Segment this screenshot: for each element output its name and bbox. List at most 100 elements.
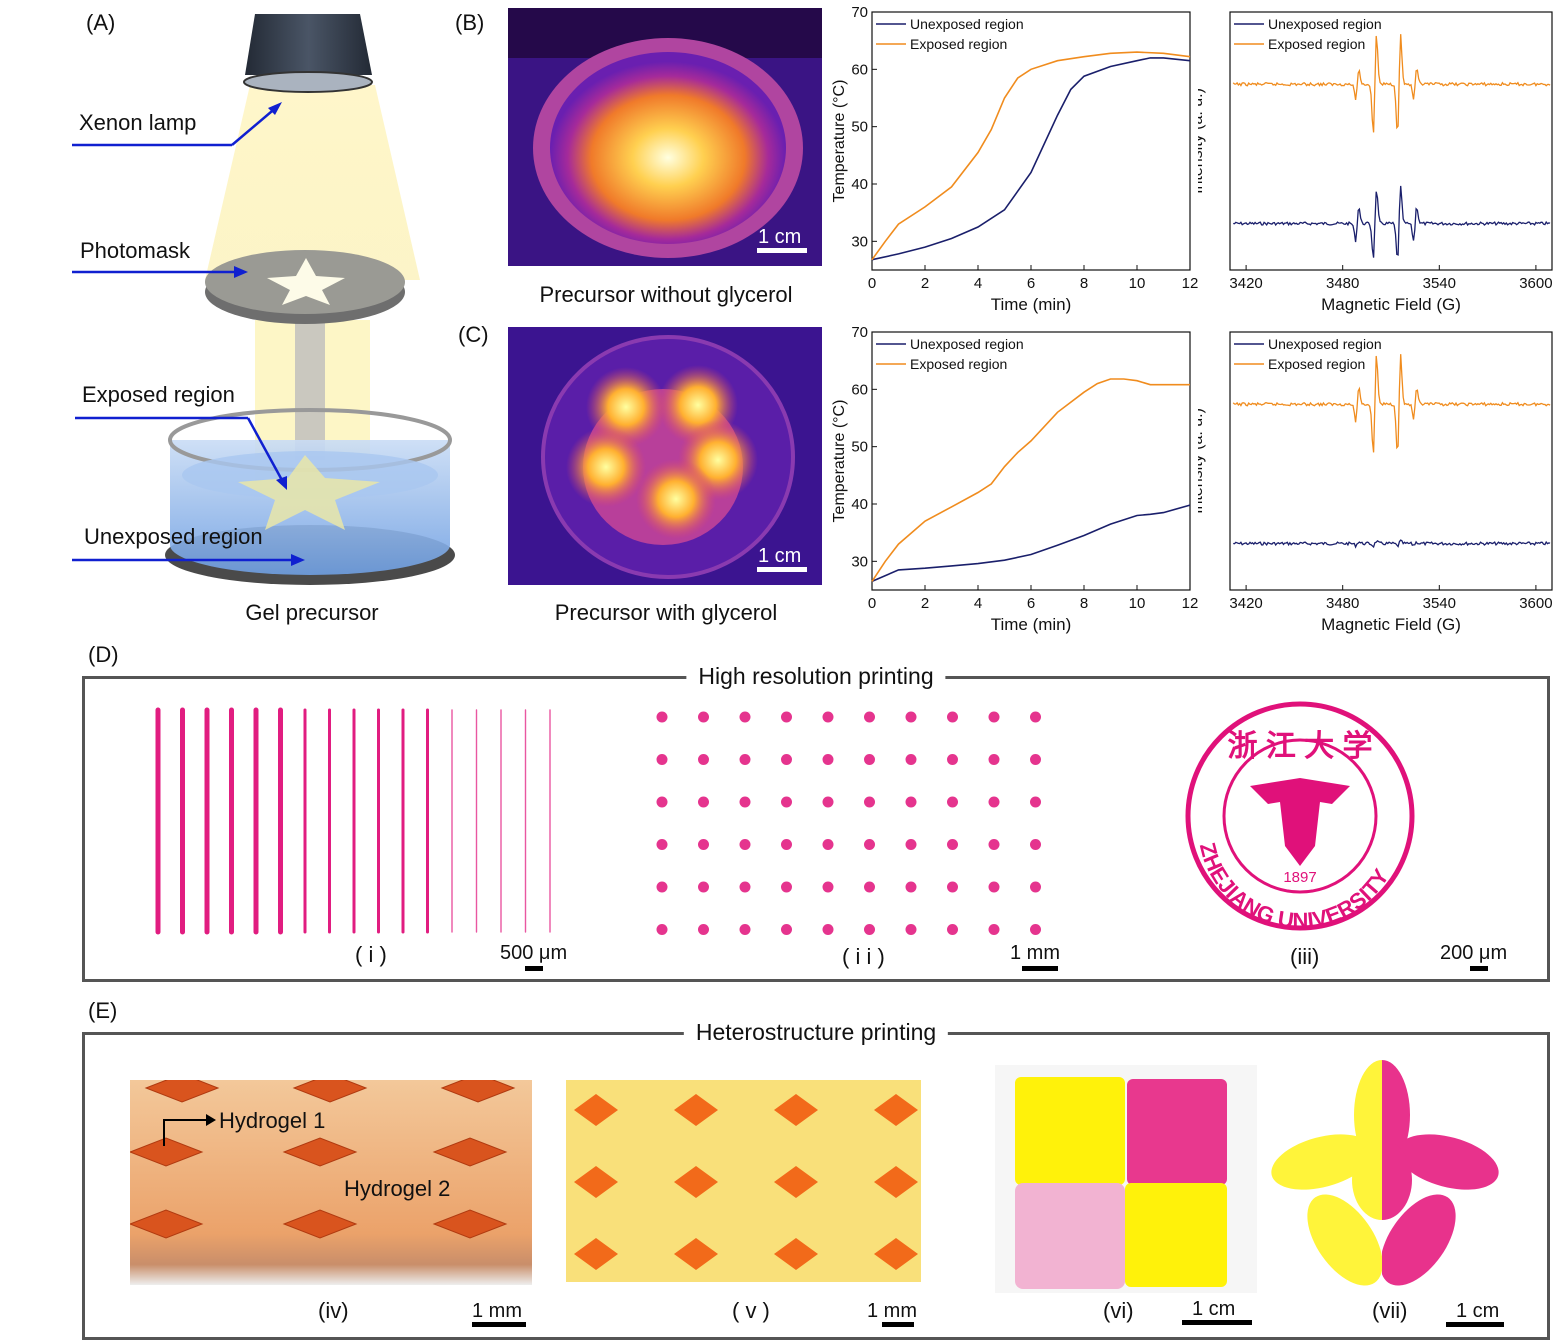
x-tick-label: 2	[921, 275, 929, 292]
printed-dot	[988, 924, 1000, 935]
label-photomask: Photomask	[80, 238, 191, 263]
hydrogel-diamond	[574, 1094, 618, 1126]
hydrogel-diamond	[574, 1166, 618, 1198]
scale-text-b: 1 cm	[758, 226, 802, 248]
printed-dot	[1030, 711, 1041, 723]
x-tick-label: 12	[1182, 275, 1199, 292]
label-hydrogel-1: Hydrogel 1	[219, 1108, 326, 1133]
seal-year: 1897	[1283, 869, 1316, 886]
legend-entry: Unexposed region	[910, 16, 1024, 32]
x-tick-label: 4	[974, 595, 982, 612]
printed-dot	[988, 881, 1000, 893]
photomask-star	[267, 258, 345, 305]
heterostructure-side-view	[130, 1080, 532, 1285]
scale-bar-vii	[1446, 1322, 1504, 1327]
hydrogel-diamond	[130, 1137, 204, 1167]
checkerboard-hydrogel	[995, 1065, 1257, 1293]
lamp-body	[245, 14, 372, 75]
label-unexposed-region: Unexposed region	[84, 524, 263, 549]
printed-dot	[864, 754, 875, 765]
scale-text-vi: 1 cm	[1192, 1298, 1236, 1320]
spectrum-exposed-region	[1232, 354, 1551, 453]
hydrogel-diamond	[432, 1137, 508, 1167]
x-tick-label: 3540	[1423, 595, 1456, 612]
caption-gel-precursor: Gel precursor	[245, 600, 379, 625]
hydrogel-diamond	[574, 1238, 618, 1270]
series-line-exposed-region	[871, 51, 1191, 261]
y-tick-label: 40	[851, 176, 868, 193]
printed-dot	[739, 796, 751, 808]
x-tick-label: 10	[1129, 595, 1146, 612]
printed-dot	[656, 924, 668, 935]
y-tick-label: 60	[851, 61, 868, 78]
hydrogel-diamond	[874, 1094, 918, 1126]
printed-dot	[947, 924, 958, 935]
scale-bar-i	[525, 966, 543, 971]
scale-text-v: 1 mm	[867, 1300, 917, 1322]
legend-entry: Exposed region	[1268, 36, 1365, 52]
y-axis-label: Intensity (a. u.)	[1198, 88, 1206, 194]
printed-dot	[739, 711, 751, 723]
hydrogel-diamond	[774, 1166, 818, 1198]
label-hydrogel-2: Hydrogel 2	[344, 1176, 451, 1201]
printed-dot	[988, 796, 1000, 808]
panel-e-label: (E)	[88, 998, 118, 1023]
x-tick-label: 4	[974, 275, 982, 292]
legend-entry: Unexposed region	[1268, 336, 1382, 352]
printed-dot	[947, 796, 958, 808]
printed-dot	[698, 881, 709, 893]
y-tick-label: 30	[851, 553, 868, 570]
printed-dot	[1030, 796, 1041, 808]
caption-without-glycerol: Precursor without glycerol	[539, 282, 793, 307]
printed-dot	[698, 839, 709, 850]
scale-text-i: 500 μm	[500, 942, 568, 964]
scale-bar-iii	[1470, 966, 1488, 971]
legend-entry: Exposed region	[910, 356, 1007, 372]
printed-dot	[988, 754, 1000, 765]
plot-frame	[1229, 331, 1553, 591]
scale-text-ii: 1 mm	[1010, 942, 1060, 964]
zju-seal-print: 浙 江 大 学 1897 ZHEJIANG UNIVERSITY	[1185, 701, 1415, 933]
printed-dot	[1030, 839, 1041, 850]
series-line-exposed-region	[871, 378, 1190, 582]
x-axis-label: Time (min)	[991, 295, 1072, 314]
thermal-image-c	[508, 327, 822, 585]
exposed-star-gel	[238, 455, 380, 530]
panel-d-label: (D)	[88, 642, 119, 667]
seal-chars: 浙 江 大 学	[1227, 729, 1372, 763]
panel-b-label: (B)	[455, 10, 485, 35]
printed-dot	[947, 711, 958, 723]
scale-bar-c	[757, 567, 807, 572]
printed-dot	[1030, 754, 1041, 765]
y-tick-label: 70	[851, 4, 868, 21]
sublabel-vii: (vii)	[1372, 1298, 1408, 1323]
hydrogel-diamond	[282, 1137, 358, 1167]
hydrogel-diamond	[674, 1238, 718, 1270]
hydrogel-diamond	[292, 1080, 368, 1103]
light-cone	[205, 85, 420, 280]
panel-a-label: (A)	[86, 10, 116, 35]
sublabel-vi: (vi)	[1103, 1298, 1134, 1323]
sublabel-iv: (iv)	[318, 1298, 349, 1323]
printed-dot	[739, 924, 751, 935]
printed-dot	[698, 711, 709, 723]
printed-dot	[905, 796, 917, 808]
printed-dot	[864, 881, 875, 893]
printed-dot	[822, 839, 834, 850]
hydrogel-diamond	[432, 1209, 508, 1239]
printed-dot	[656, 754, 668, 765]
scale-bar-iv	[472, 1322, 526, 1327]
x-tick-label: 3420	[1229, 275, 1262, 292]
x-tick-label: 3480	[1326, 275, 1359, 292]
heterostructure-top-view	[566, 1080, 921, 1282]
printed-dot	[947, 839, 958, 850]
x-tick-label: 3540	[1423, 275, 1456, 292]
printed-dot	[781, 754, 792, 765]
hydrogel-diamond	[774, 1238, 818, 1270]
x-tick-label: 8	[1080, 275, 1088, 292]
printed-dot	[781, 796, 792, 808]
printed-dot	[781, 924, 792, 935]
y-tick-label: 50	[851, 119, 868, 136]
x-tick-label: 6	[1027, 275, 1035, 292]
printed-dot	[739, 839, 751, 850]
